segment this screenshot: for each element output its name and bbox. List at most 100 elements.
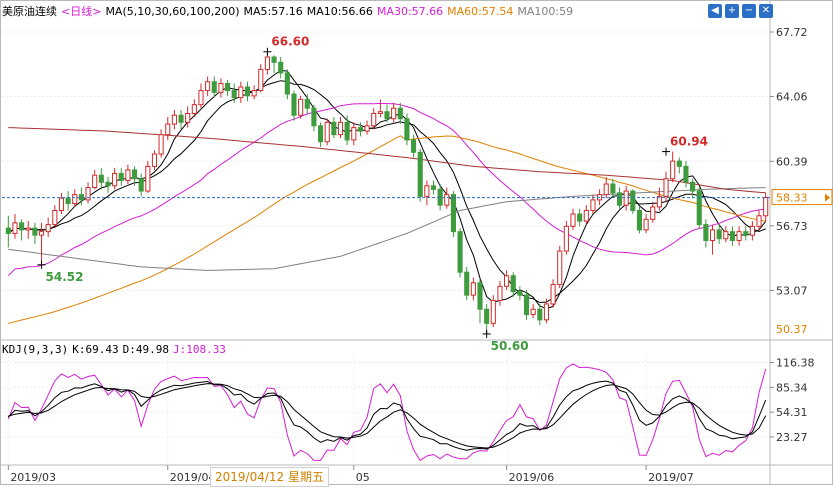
kdj-tick-label: 116.38 — [776, 356, 815, 369]
candle — [670, 151, 676, 183]
candle-body — [324, 121, 330, 143]
candle-body — [165, 123, 171, 136]
candle — [470, 277, 476, 301]
candle-body — [517, 291, 523, 296]
zoom-out-button[interactable]: − — [742, 4, 756, 18]
y-tick-label: 60.39 — [776, 155, 808, 168]
candle-body — [703, 224, 709, 241]
candle-body — [304, 98, 310, 109]
ma-line-ma30 — [7, 102, 766, 277]
candle — [125, 164, 131, 185]
extreme-label: 54.52 — [46, 270, 84, 284]
candle — [205, 76, 211, 96]
candle-body — [151, 153, 158, 167]
candle — [45, 217, 51, 237]
candle-body — [231, 90, 237, 99]
close-button[interactable]: ✕ — [759, 4, 773, 18]
zoom-in-button[interactable]: + — [725, 4, 739, 18]
candle-body — [211, 81, 217, 93]
candle — [98, 168, 104, 190]
candle-body — [723, 231, 729, 240]
candle-body — [690, 181, 696, 192]
x-tick-label: 2019/04 — [170, 471, 216, 484]
ma-line-ma200 — [8, 127, 766, 194]
candle — [284, 69, 290, 100]
candle — [696, 187, 702, 229]
kdj-d-value: D:49.98 — [122, 343, 169, 356]
candle — [563, 221, 569, 255]
candle-body — [630, 190, 636, 211]
kdj-k-value: K:69.43 — [72, 343, 119, 356]
kdj-j-line — [7, 363, 767, 462]
scroll-left-button[interactable]: ◀ — [708, 4, 722, 18]
candle-body — [424, 185, 430, 197]
candle-body — [683, 165, 689, 183]
candle — [171, 109, 177, 130]
candle — [557, 245, 563, 289]
candle-body — [264, 56, 270, 70]
crosshair-date-tip: 2019/04/12 星期五 — [210, 467, 329, 487]
candle — [643, 214, 649, 234]
kdj-tick-label: 54.31 — [776, 406, 808, 419]
candle-body — [729, 231, 736, 241]
candle — [244, 81, 251, 102]
candle — [650, 201, 656, 223]
candle — [304, 94, 310, 114]
candle — [112, 168, 118, 190]
candle-body — [676, 160, 682, 167]
extreme-label: 66.60 — [271, 35, 309, 49]
y-tick-label: 67.72 — [776, 26, 808, 39]
candle-body — [430, 185, 437, 190]
candle — [72, 189, 78, 207]
candle — [271, 55, 277, 73]
candle — [464, 266, 470, 301]
candle — [12, 214, 18, 239]
extreme-label: 50.60 — [491, 339, 529, 353]
candle — [729, 226, 736, 246]
period-label[interactable]: <日线> — [61, 5, 102, 18]
candle-body — [98, 174, 104, 183]
candle-body — [357, 127, 363, 132]
kdj-d-line — [8, 383, 767, 449]
kdj-j-value: J:108.33 — [172, 343, 226, 356]
candle — [763, 192, 769, 222]
candle — [377, 99, 383, 118]
candle — [411, 134, 417, 158]
candle-body — [145, 165, 151, 192]
kdj-tick-label: 23.27 — [776, 431, 808, 444]
candle — [278, 57, 284, 79]
x-tick-label: 05 — [356, 471, 370, 484]
candle-body — [577, 213, 583, 222]
candle — [450, 191, 456, 237]
candle — [337, 117, 344, 139]
candle — [630, 189, 636, 215]
candle-body — [205, 81, 211, 92]
candle-body — [457, 231, 463, 273]
candle-body — [470, 282, 476, 296]
kdj-header: KDJ(9,3,3) K:69.43 D:49.98 J:108.33 — [2, 343, 230, 356]
candle-body — [85, 187, 91, 201]
candle-body — [650, 206, 656, 220]
ma100-value: MA100:59 — [517, 5, 574, 18]
candle — [656, 187, 662, 211]
candle — [165, 117, 171, 140]
candle — [92, 169, 98, 190]
y-tick-label: 56.73 — [776, 220, 808, 233]
candle-body — [278, 61, 284, 74]
candle — [198, 83, 204, 109]
candle — [291, 90, 297, 121]
candle-body — [391, 107, 397, 120]
candle-body — [504, 275, 510, 287]
candle — [430, 180, 437, 195]
candle — [543, 298, 550, 324]
ma5-value: MA5:57.16 — [243, 5, 303, 18]
candle — [118, 168, 124, 186]
candle — [716, 224, 722, 244]
candle-body — [497, 285, 503, 301]
instrument-title: 美原油连续 — [2, 5, 57, 18]
candle-body — [523, 294, 530, 316]
candle-body — [178, 114, 184, 123]
candle — [151, 150, 158, 170]
candle — [477, 279, 483, 324]
ma10-value: MA10:56.66 — [306, 5, 373, 18]
